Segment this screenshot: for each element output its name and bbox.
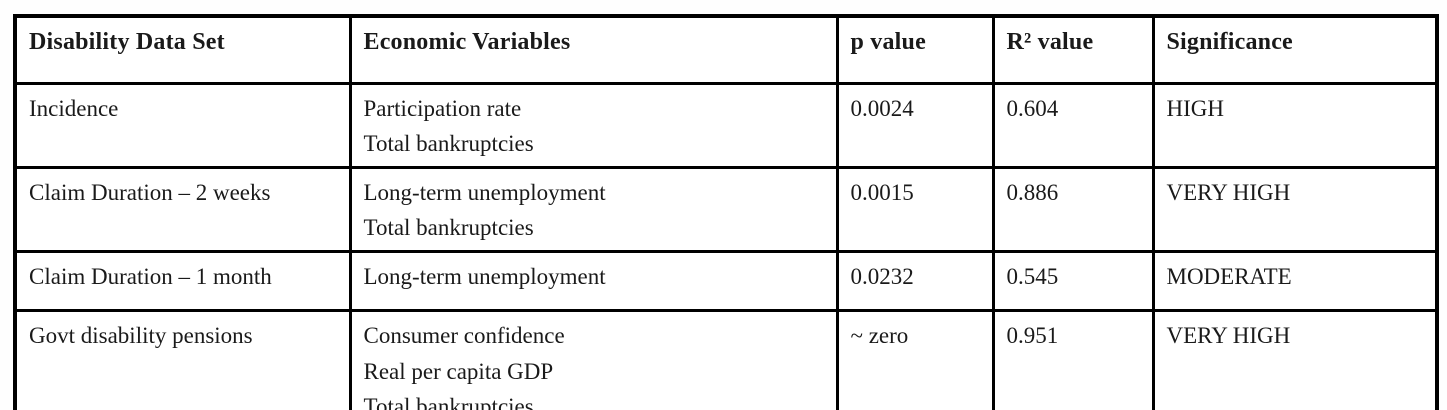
significance-cell: HIGH <box>1151 81 1439 169</box>
economic-variable: Long-term unemployment <box>363 179 606 205</box>
table-body: Incidence Participation rate Total bankrup… <box>13 81 1439 410</box>
table-row: Claim Duration – 1 month Long-term unempl… <box>13 250 1439 313</box>
variables-cell: Long-term unemployment Total bankruptcies <box>348 165 839 254</box>
r2_value-cell: 0.545 <box>991 250 1155 313</box>
r2_value-cell: 0.951 <box>991 309 1155 410</box>
p_value-cell: 0.0015 <box>835 165 995 254</box>
table-row: Incidence Participation rate Total bankrup… <box>13 81 1439 169</box>
economic-variable: Total bankruptcies <box>363 394 534 410</box>
p_value-cell: 0.0232 <box>835 250 995 313</box>
significance-cell: VERY HIGH <box>1151 165 1439 254</box>
column-header-variables: Economic Variables <box>348 14 839 85</box>
p_value-cell: ~ zero <box>835 309 995 410</box>
r2_value-cell: 0.604 <box>991 81 1155 169</box>
column-header-significance: Significance <box>1151 14 1439 85</box>
header-row: Disability Data Set Economic Variables p v… <box>13 14 1439 85</box>
significance-cell: MODERATE <box>1151 250 1439 313</box>
column-header-p_value: p value <box>835 14 995 85</box>
dataset-cell: Claim Duration – 1 month <box>13 250 352 313</box>
economic-variable: Participation rate <box>363 95 522 121</box>
variables-cell: Long-term unemployment <box>348 250 839 313</box>
results-table: Disability Data Set Economic Variables p v… <box>13 14 1439 410</box>
significance-cell: VERY HIGH <box>1151 309 1439 410</box>
economic-variable: Consumer confidence <box>363 323 565 349</box>
variables-cell: Consumer confidence Real per capita GDP To… <box>348 309 839 410</box>
variables-cell: Participation rate Total bankruptcies <box>348 81 839 169</box>
dataset-cell: Claim Duration – 2 weeks <box>13 165 352 254</box>
economic-variable: Total bankruptcies <box>363 131 534 157</box>
column-header-dataset: Disability Data Set <box>13 14 352 85</box>
dataset-cell: Incidence <box>13 81 352 169</box>
table-row: Govt disability pensions Consumer confide… <box>13 309 1439 410</box>
dataset-cell: Govt disability pensions <box>13 309 352 410</box>
economic-variable: Total bankruptcies <box>363 215 534 241</box>
column-header-r2_value: R² value <box>991 14 1155 85</box>
r2_value-cell: 0.886 <box>991 165 1155 254</box>
p_value-cell: 0.0024 <box>835 81 995 169</box>
economic-variable: Real per capita GDP <box>363 358 554 384</box>
economic-variable: Long-term unemployment <box>363 264 606 290</box>
table-row: Claim Duration – 2 weeks Long-term unempl… <box>13 165 1439 254</box>
